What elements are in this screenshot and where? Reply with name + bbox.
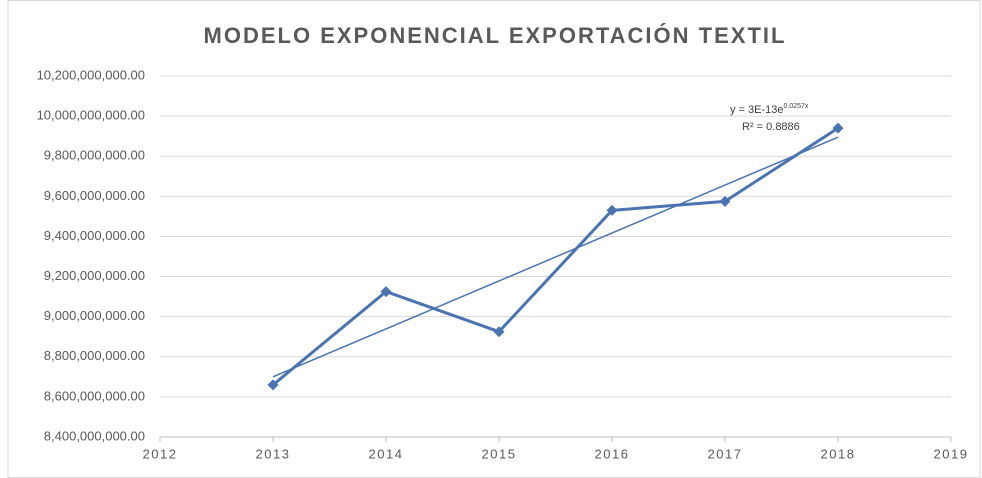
chart-title: MODELO EXPONENCIAL EXPORTACIÓN TEXTIL xyxy=(204,23,787,48)
marker xyxy=(606,204,618,216)
trendline xyxy=(272,136,839,378)
y-tick-label: 9,400,000,000.00 xyxy=(44,228,145,243)
y-tick-label: 9,000,000,000.00 xyxy=(44,308,145,323)
trendline-equation: y = 3E-13e0.0257x xyxy=(730,103,809,116)
marker xyxy=(267,379,279,391)
y-tick-label: 8,400,000,000.00 xyxy=(44,428,145,443)
marker xyxy=(719,195,731,207)
equation-exponent: 0.0257x xyxy=(784,103,809,110)
r-squared: R² = 0.8886 xyxy=(742,121,800,133)
x-tick-label: 2014 xyxy=(369,446,404,461)
marker xyxy=(493,326,505,338)
x-tick-label: 2018 xyxy=(821,446,856,461)
y-tick-label: 10,000,000,000.00 xyxy=(37,108,145,123)
x-tick-label: 2016 xyxy=(595,446,630,461)
x-tick-label: 2017 xyxy=(708,446,743,461)
y-tick-label: 9,800,000,000.00 xyxy=(44,148,145,163)
chart-border xyxy=(7,0,981,478)
x-tick-label: 2012 xyxy=(143,446,178,461)
x-tick-label: 2013 xyxy=(256,446,291,461)
x-tick-label: 2019 xyxy=(934,446,969,461)
y-tick-label: 10,200,000,000.00 xyxy=(37,67,145,82)
y-tick-label: 9,600,000,000.00 xyxy=(44,188,145,203)
equation-base: y = 3E-13e xyxy=(730,104,784,116)
y-tick-label: 9,200,000,000.00 xyxy=(44,268,145,283)
y-tick-label: 8,800,000,000.00 xyxy=(44,348,145,363)
x-tick-label: 2015 xyxy=(482,446,517,461)
line xyxy=(272,126,839,387)
y-tick-label: 8,600,000,000.00 xyxy=(44,388,145,403)
marker xyxy=(380,286,392,298)
marker xyxy=(832,122,844,134)
